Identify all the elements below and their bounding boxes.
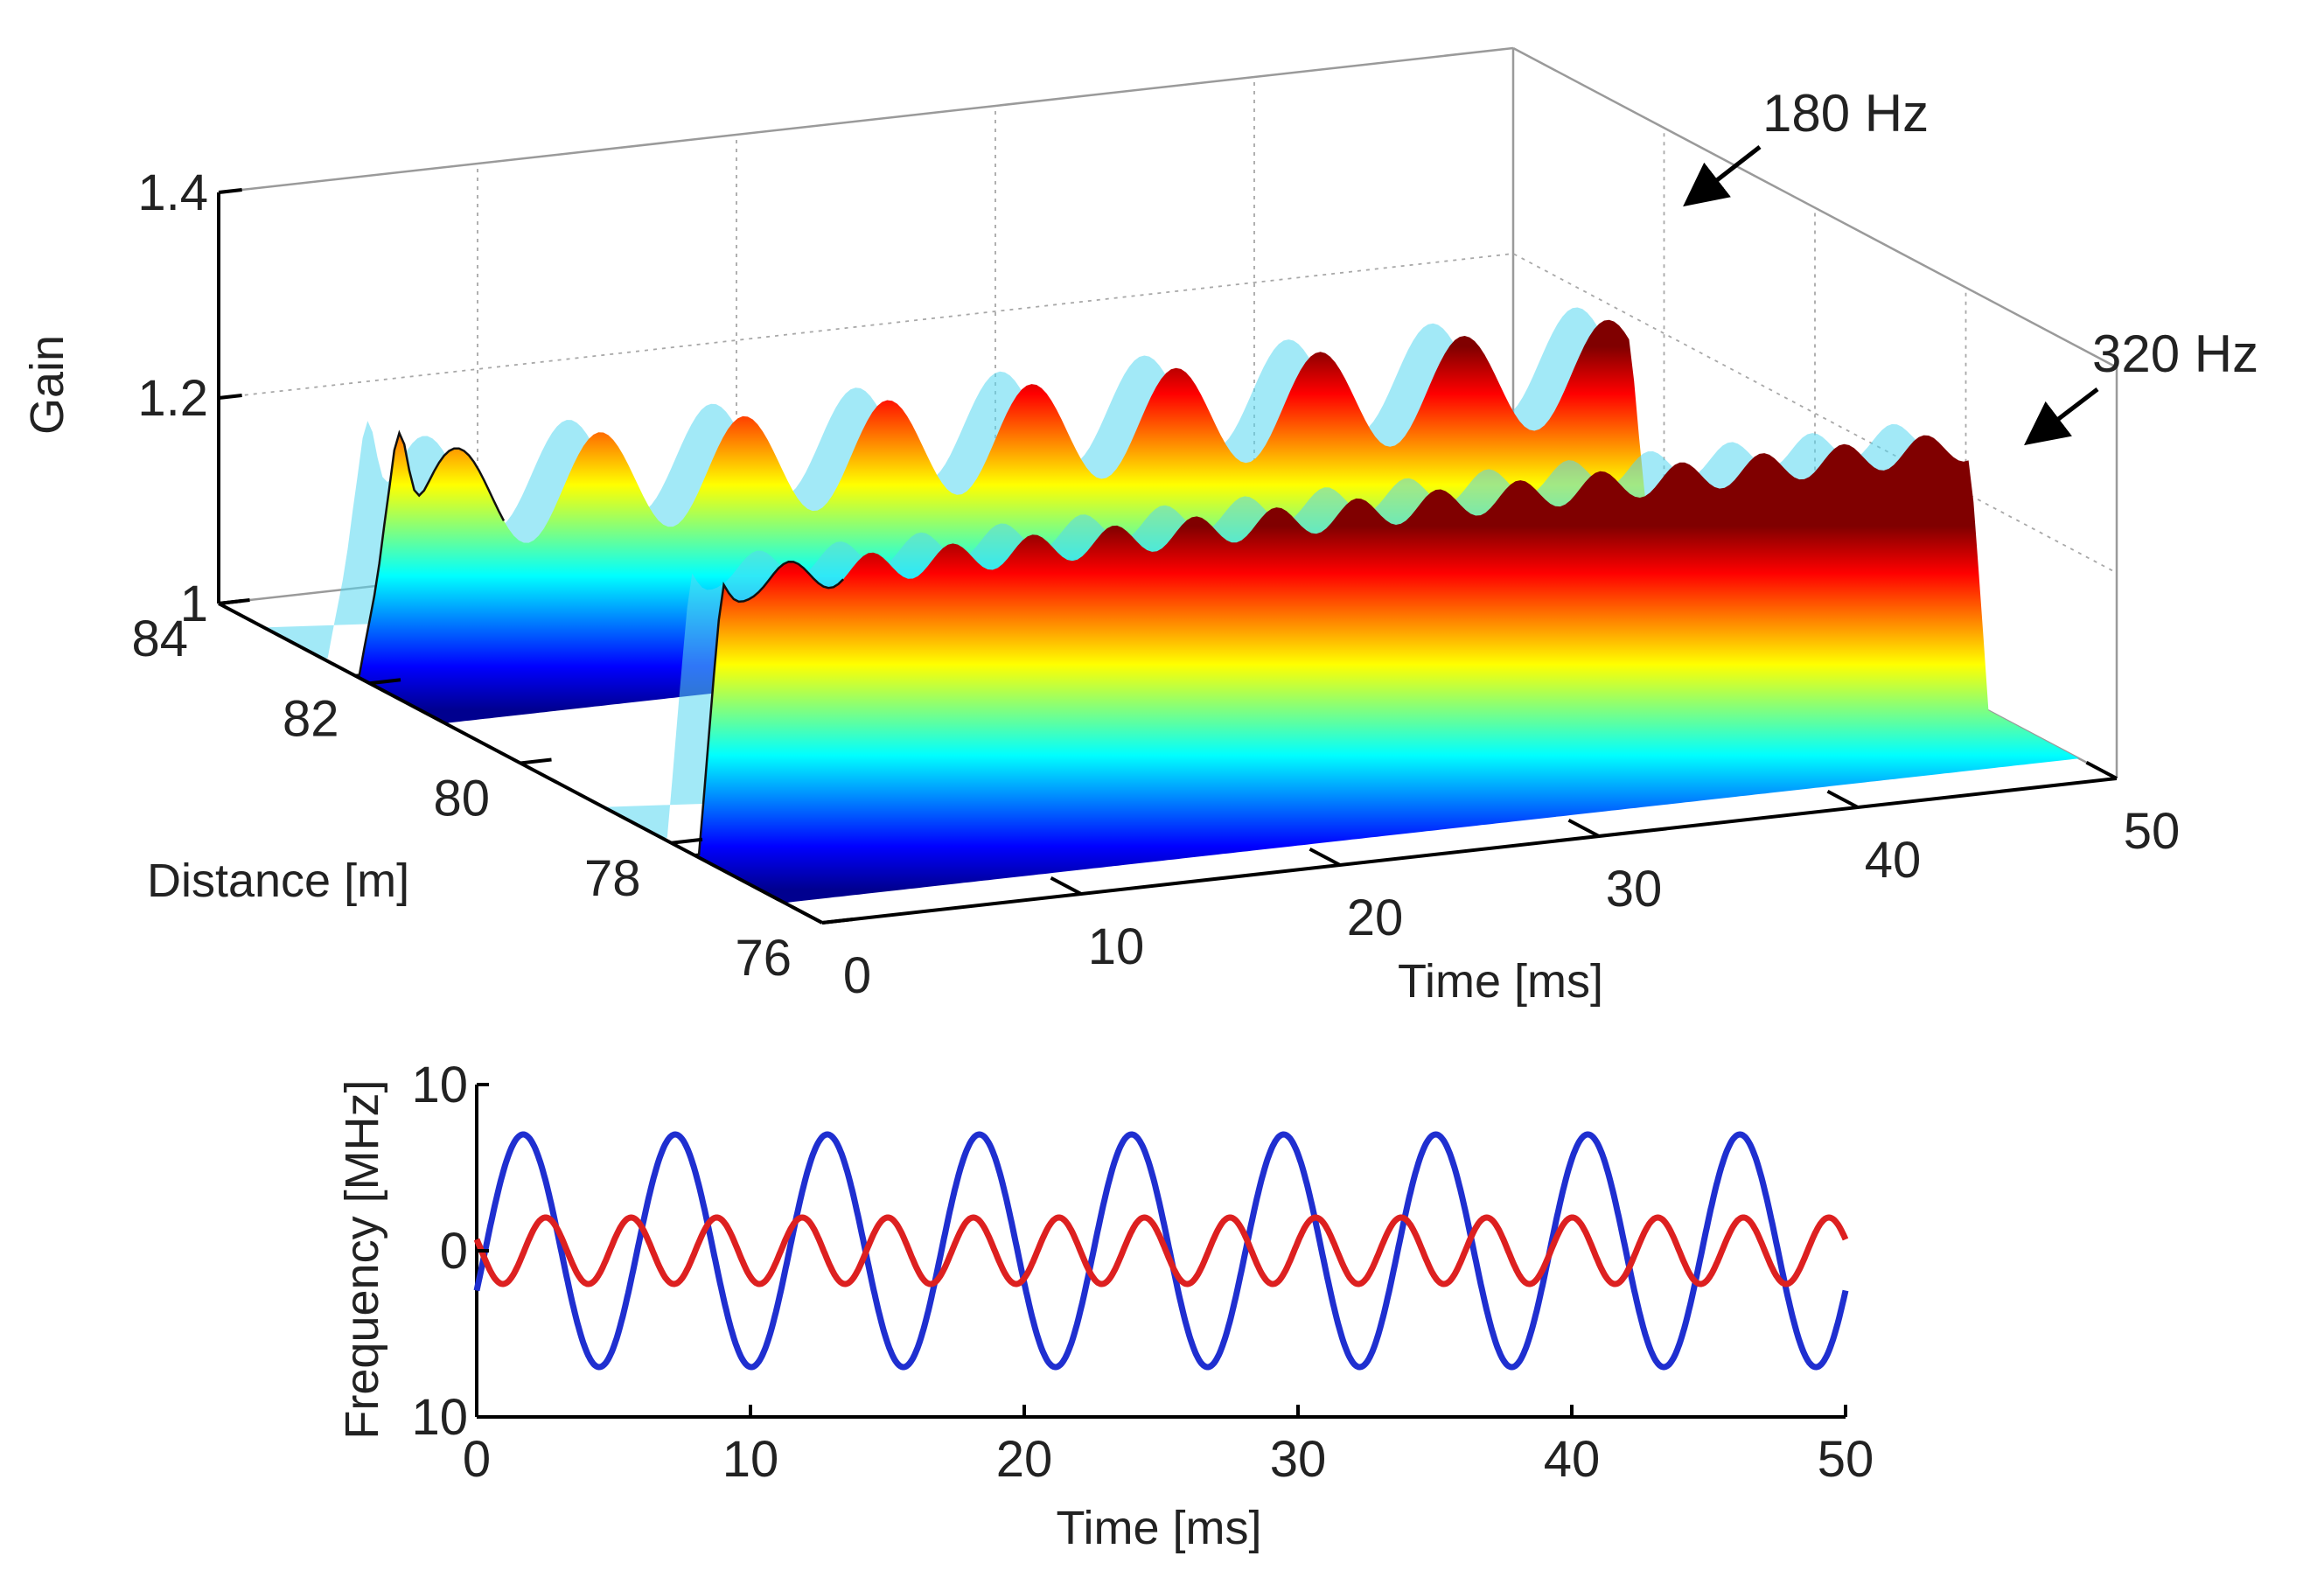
frequency-y-tick-label: 10 [411, 1389, 468, 1446]
frequency-x-label: Time [ms] [1057, 1502, 1262, 1554]
y-axis-label: Distance [m] [147, 855, 409, 907]
annotation-320hz: 320 Hz [2092, 324, 2258, 383]
frequency-x-tick-label: 10 [722, 1431, 779, 1488]
ridge-leading-edge [354, 429, 506, 677]
frequency-x-tick-label: 30 [1270, 1431, 1327, 1488]
frequency-x-tick-label: 20 [996, 1431, 1053, 1488]
y-tick [821, 918, 854, 925]
y-tick [671, 837, 703, 845]
annotation-180hz: 180 Hz [1762, 84, 1929, 143]
x-tick [1567, 818, 1600, 838]
y-tick-label: 80 [433, 771, 490, 827]
ridge-leading-edge [694, 561, 844, 856]
x-tick-label: 20 [1347, 890, 1404, 946]
x-tick-label: 30 [1606, 861, 1663, 918]
surface-plot: 0 10 20 30 40 50 76 78 80 82 841 1.2 1.4 Gain Distan… [21, 46, 2258, 1008]
x-tick [791, 904, 823, 925]
x-axis [821, 777, 2118, 925]
z-tick-label: 1 [180, 576, 208, 632]
arrow-320hz [2024, 387, 2099, 446]
frequency-x-tick-label: 50 [1818, 1431, 1874, 1488]
x-tick [1826, 789, 1859, 809]
z-tick-label: 1.4 [137, 164, 208, 221]
x-axis-label: Time [ms] [1398, 955, 1603, 1008]
y-tick [520, 757, 552, 765]
frequency-y-tick-label: 10 [411, 1057, 468, 1113]
annotations: 180 Hz 320 Hz [1683, 84, 2258, 446]
y-tick-label: 82 [283, 690, 339, 747]
y-tick [369, 678, 401, 686]
z-axis-label: Gain [21, 335, 73, 435]
ridge-320hz [603, 423, 2079, 904]
x-tick-label: 40 [1865, 832, 1922, 889]
frequency-x-tick-label: 0 [463, 1431, 491, 1488]
z-tick-label: 1.2 [137, 370, 208, 427]
box-edge [1512, 46, 2118, 369]
series-line-320hz [473, 1214, 1849, 1287]
axes-grid [218, 77, 2118, 699]
ridge-surface [694, 435, 2079, 904]
x-tick-label: 0 [843, 947, 871, 1004]
y-tick-label: 84 [131, 611, 188, 667]
x-tick-label: 50 [2124, 803, 2181, 860]
series-line-180hz [473, 1131, 1849, 1371]
z-tick [218, 188, 242, 194]
x-tick [1309, 847, 1341, 867]
box-edge [218, 46, 1514, 194]
arrow-180hz [1683, 145, 1762, 207]
x-tick [2085, 760, 2118, 780]
x-tick-label: 10 [1088, 918, 1145, 975]
x-tick [1050, 876, 1082, 896]
y-tick-label: 78 [584, 850, 641, 907]
frequency-y-label: Frequency [MHz] [336, 1079, 388, 1439]
frequency-x-tick-label: 40 [1544, 1431, 1601, 1488]
frequency-y-tick-label: 0 [440, 1223, 468, 1280]
tick-marks: 0 10 20 30 40 50 76 78 80 82 841 1.2 1.4 [131, 164, 2180, 1004]
y-tick-label: 76 [735, 930, 792, 987]
z-tick [218, 599, 242, 605]
z-tick [218, 394, 242, 400]
frequency-series [473, 1131, 1849, 1371]
